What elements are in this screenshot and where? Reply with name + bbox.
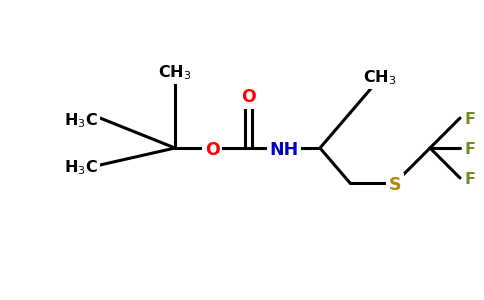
Text: F: F [464, 112, 475, 127]
Text: H$_3$C: H$_3$C [64, 158, 98, 177]
Text: O: O [205, 141, 219, 159]
Text: F: F [464, 172, 475, 187]
Text: NH: NH [270, 141, 299, 159]
Text: S: S [389, 176, 401, 194]
Text: CH$_3$: CH$_3$ [158, 63, 192, 82]
Text: O: O [241, 88, 256, 106]
Text: CH$_3$: CH$_3$ [363, 68, 397, 87]
Text: F: F [464, 142, 475, 157]
Text: H$_3$C: H$_3$C [64, 111, 98, 130]
